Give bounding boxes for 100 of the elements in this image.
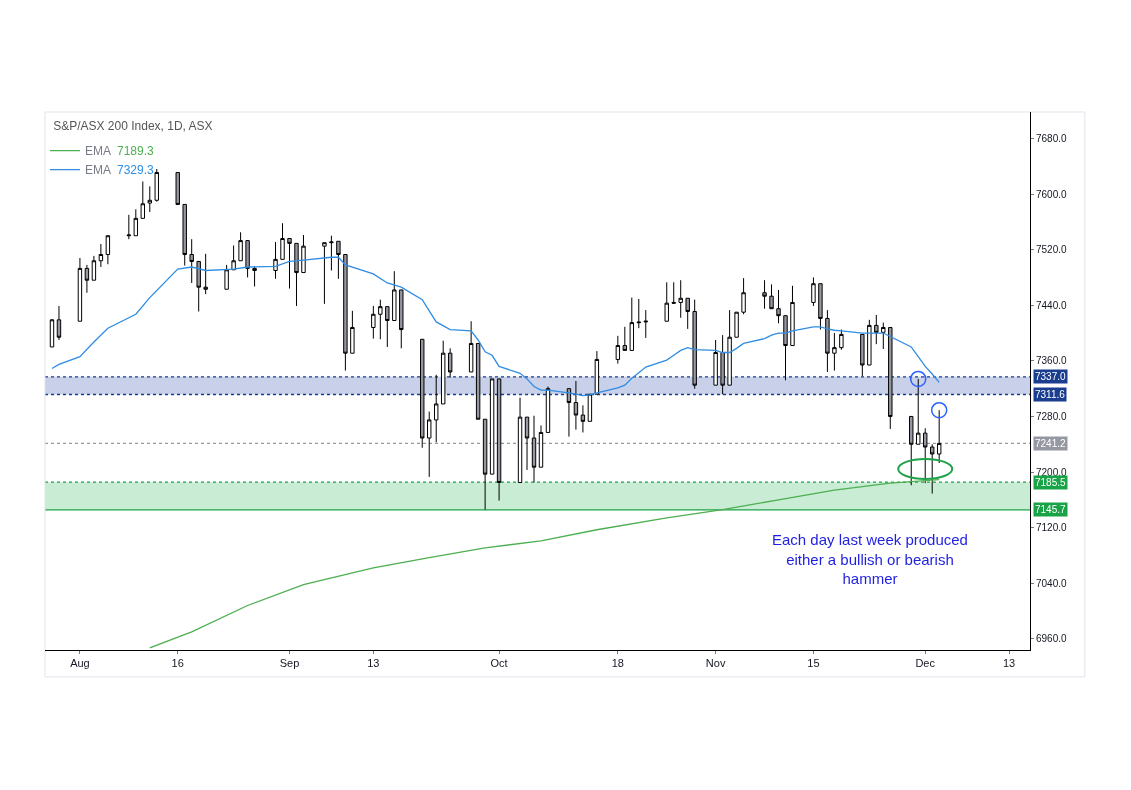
candlestick	[643, 309, 648, 339]
candlestick	[440, 340, 446, 405]
candlestick	[573, 380, 579, 431]
candlestick	[580, 404, 586, 433]
candlestick	[636, 298, 642, 329]
candlestick	[287, 238, 292, 290]
annotation: Each day last week produced either a bullish or bearish hammer	[772, 531, 968, 587]
candlestick	[916, 378, 921, 445]
ref-line-label: 7241.2	[1035, 438, 1067, 449]
candlestick	[203, 253, 208, 295]
candlestick	[538, 424, 544, 468]
candlestick	[762, 279, 767, 310]
candlestick	[154, 168, 159, 203]
candlestick	[622, 326, 628, 351]
candlestick	[182, 203, 187, 267]
candlestick	[301, 234, 306, 274]
candlestick	[133, 208, 139, 237]
y-tick-label: 7520.0	[1036, 244, 1068, 256]
y-tick-label: 6960.0	[1036, 633, 1068, 645]
x-tick-label: 13	[1002, 657, 1016, 670]
ref-line-label: 7311.6	[1035, 389, 1066, 400]
candlestick	[392, 270, 397, 322]
candlestick	[664, 281, 669, 322]
candlestick	[245, 240, 250, 278]
candlestick	[776, 289, 781, 324]
x-tick-label: 13	[367, 657, 380, 670]
candlestick	[860, 333, 865, 377]
candlestick	[629, 297, 635, 351]
candlestick	[224, 264, 229, 290]
candlestick	[273, 241, 278, 280]
candlestick	[385, 306, 390, 348]
y-tick-label: 7040.0	[1036, 577, 1068, 589]
candlestick	[790, 285, 795, 347]
candlestick	[671, 281, 676, 305]
x-tick-label: 16	[171, 657, 184, 670]
x-tick-label: Sep	[279, 657, 300, 670]
candlestick	[98, 243, 104, 268]
candlestick	[713, 339, 718, 386]
candlestick	[238, 231, 243, 262]
candlestick	[929, 443, 935, 495]
candlestick	[427, 411, 432, 478]
y-tick-label: 7600.0	[1036, 188, 1068, 200]
candlestick	[678, 279, 683, 319]
candlestick	[294, 242, 299, 307]
candlestick	[140, 181, 146, 219]
candlestick	[84, 264, 90, 294]
candlestick	[189, 238, 194, 284]
candlestick	[91, 255, 97, 281]
candlestick	[126, 214, 132, 240]
candlestick	[936, 409, 942, 464]
ref-line-label: 7145.7	[1035, 504, 1067, 515]
candlestick	[447, 347, 453, 379]
candlestick	[692, 299, 697, 390]
x-tick-label: 18	[611, 657, 624, 670]
candlestick	[825, 309, 830, 373]
candlestick	[433, 374, 439, 443]
ref-line-label: 7337.0	[1035, 371, 1067, 382]
x-tick-label: Oct	[490, 657, 508, 670]
candlestick	[517, 397, 523, 483]
candlestick	[741, 277, 746, 315]
text: S&P/ASX 200 Index, 1D, ASX	[53, 119, 213, 134]
candlestick	[615, 335, 621, 365]
candlestick	[336, 240, 341, 280]
candlestick	[881, 322, 886, 350]
y-tick-label: 7440.0	[1036, 299, 1068, 311]
x-tick-label: 15	[807, 657, 820, 670]
candlestick	[77, 257, 83, 322]
candlestick	[489, 378, 495, 475]
line-series	[51, 256, 940, 397]
candlestick	[343, 253, 348, 372]
candlestick	[175, 171, 180, 205]
candlestick	[727, 309, 732, 386]
candlestick	[329, 235, 334, 271]
legend-label: EMA 7189.3	[85, 144, 155, 159]
candlestick	[839, 329, 844, 351]
legend-label: EMA 7329.3	[85, 163, 155, 178]
candlestick	[720, 334, 725, 395]
candlestick	[322, 242, 327, 305]
candlestick	[147, 185, 152, 213]
candlestick	[56, 305, 62, 341]
candlestick	[566, 388, 572, 438]
candlestick	[196, 260, 201, 312]
candlestick	[280, 222, 285, 260]
candlestick	[874, 314, 879, 345]
candlestick	[783, 315, 788, 381]
candlestick	[49, 318, 55, 348]
y-tick-label: 7680.0	[1036, 132, 1068, 144]
x-tick-label: Dec	[915, 657, 936, 670]
candlestick	[832, 332, 837, 372]
candlestick	[252, 265, 257, 287]
y-tick-label: 7200.0	[1036, 466, 1068, 478]
candlestick	[734, 311, 739, 338]
candlestick	[482, 418, 488, 511]
candlestick	[769, 283, 774, 310]
candlestick	[888, 326, 893, 430]
candlestick	[594, 350, 600, 395]
y-tick-label: 7120.0	[1036, 522, 1068, 534]
y-tick-label: 7360.0	[1036, 355, 1068, 367]
candlestick	[350, 310, 355, 354]
candlestick	[105, 235, 111, 265]
